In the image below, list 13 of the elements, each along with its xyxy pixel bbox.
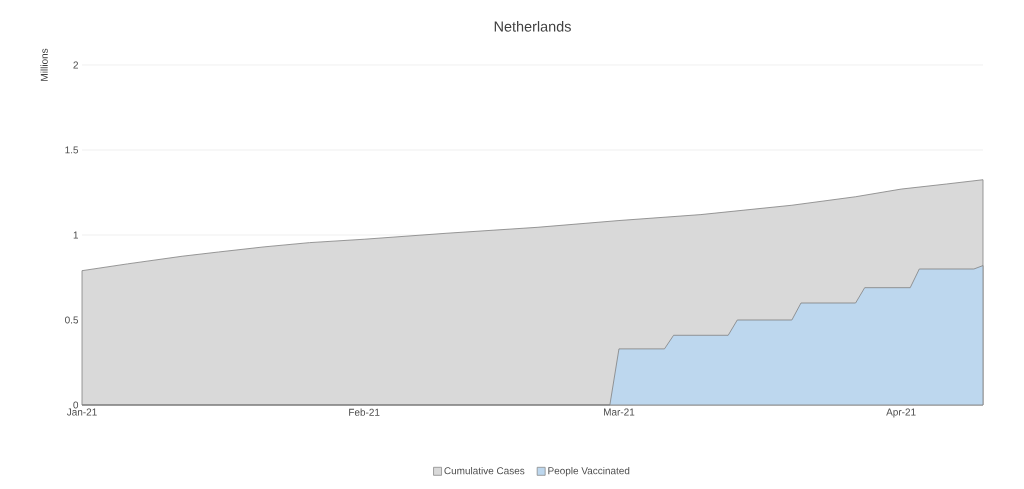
y-tick-label: 0 xyxy=(73,401,79,409)
x-tick-label: Feb-21 xyxy=(349,408,380,416)
chart-title: Netherlands xyxy=(494,21,571,32)
y-tick-label: 1.5 xyxy=(65,146,79,154)
legend-label: People Vaccinated xyxy=(548,466,630,477)
y-axis-title: Millions xyxy=(40,48,48,81)
y-tick-label: 2 xyxy=(73,61,78,69)
x-tick-label: Jan-21 xyxy=(66,408,97,416)
y-tick-label: 0.5 xyxy=(65,316,79,324)
x-tick-label: Mar-21 xyxy=(604,408,635,416)
x-tick-label: Apr-21 xyxy=(886,408,916,418)
y-tick-label: 1 xyxy=(73,231,79,239)
legend-label: Cumulative Cases xyxy=(444,466,525,475)
